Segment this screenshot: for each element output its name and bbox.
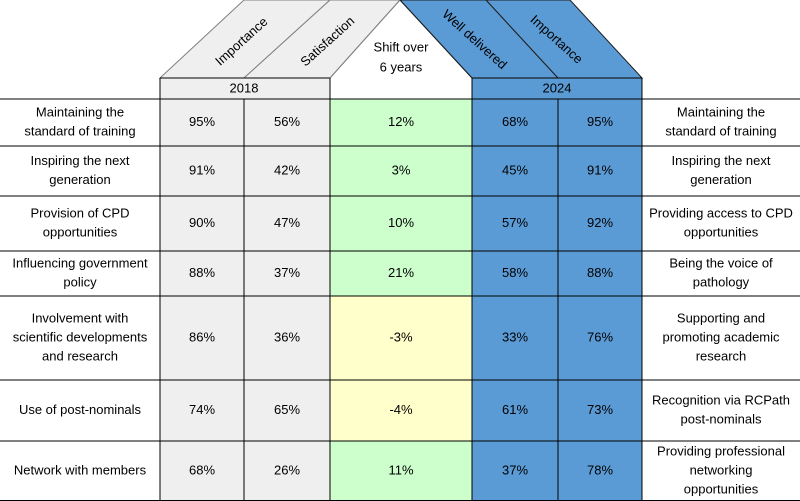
cell-satisfaction-2018: 47% bbox=[274, 215, 300, 230]
cell-well-delivered-2024: 33% bbox=[502, 329, 528, 344]
cell-satisfaction-2018: 42% bbox=[274, 162, 300, 177]
row-left-label: Influencing government bbox=[12, 255, 148, 270]
group-label-2018: 2018 bbox=[230, 80, 259, 95]
cell-well-delivered-2024: 57% bbox=[502, 215, 528, 230]
cell-importance-2024: 73% bbox=[587, 402, 613, 417]
shift-cell-bg bbox=[330, 146, 472, 196]
row-right-label: Being the voice of bbox=[669, 255, 773, 270]
roof-left-edge bbox=[329, 0, 401, 79]
cell-importance-2018: 86% bbox=[189, 329, 215, 344]
cell-importance-2024: 95% bbox=[587, 114, 613, 129]
cell-importance-2024: 92% bbox=[587, 215, 613, 230]
cell-well-delivered-2024: 45% bbox=[502, 162, 528, 177]
bg-2024-block bbox=[472, 78, 642, 501]
row-right-label: Providing professional bbox=[657, 443, 785, 458]
cell-satisfaction-2018: 36% bbox=[274, 329, 300, 344]
row-left-label: policy bbox=[63, 274, 97, 289]
row-right-label: opportunities bbox=[684, 481, 759, 496]
cell-importance-2018: 68% bbox=[189, 462, 215, 477]
cell-importance-2024: 78% bbox=[587, 462, 613, 477]
row-left-label: and research bbox=[42, 348, 118, 363]
cell-importance-2024: 88% bbox=[587, 265, 613, 280]
row-right-label: standard of training bbox=[665, 123, 776, 138]
cell-importance-2024: 76% bbox=[587, 329, 613, 344]
cell-importance-2018: 95% bbox=[189, 114, 215, 129]
row-right-label: research bbox=[696, 348, 747, 363]
cell-satisfaction-2018: 56% bbox=[274, 114, 300, 129]
row-left-label: Use of post-nominals bbox=[19, 402, 142, 417]
cell-well-delivered-2024: 37% bbox=[502, 462, 528, 477]
cell-shift: 3% bbox=[392, 162, 411, 177]
cell-well-delivered-2024: 68% bbox=[502, 114, 528, 129]
cell-satisfaction-2018: 37% bbox=[274, 265, 300, 280]
cell-shift: 12% bbox=[388, 114, 414, 129]
shift-cell-bg bbox=[330, 441, 472, 501]
row-left-label: standard of training bbox=[24, 123, 135, 138]
cell-shift: -4% bbox=[389, 402, 413, 417]
cell-importance-2018: 91% bbox=[189, 162, 215, 177]
row-right-label: Supporting and bbox=[677, 310, 765, 325]
shift-cell-bg bbox=[330, 196, 472, 251]
cell-shift: 10% bbox=[388, 215, 414, 230]
cell-well-delivered-2024: 58% bbox=[502, 265, 528, 280]
row-left-label: Involvement with bbox=[32, 310, 129, 325]
shift-cell-bg bbox=[330, 99, 472, 146]
cell-shift: 21% bbox=[388, 265, 414, 280]
row-right-label: Maintaining the bbox=[677, 104, 765, 119]
row-left-label: generation bbox=[49, 172, 110, 187]
shift-header-line: 6 years bbox=[380, 59, 423, 74]
roof-right-edge bbox=[399, 0, 473, 79]
row-left-label: Network with members bbox=[14, 462, 147, 477]
group-label-2024: 2024 bbox=[543, 80, 572, 95]
cell-importance-2018: 90% bbox=[189, 215, 215, 230]
row-right-label: generation bbox=[690, 172, 751, 187]
cell-well-delivered-2024: 61% bbox=[502, 402, 528, 417]
row-right-label: post-nominals bbox=[681, 411, 762, 426]
row-right-label: opportunities bbox=[684, 224, 759, 239]
row-left-label: scientific developments bbox=[13, 329, 148, 344]
row-left-label: opportunities bbox=[43, 224, 118, 239]
shift-cell-bg bbox=[330, 251, 472, 296]
cell-satisfaction-2018: 65% bbox=[274, 402, 300, 417]
row-right-label: Recognition via RCPath bbox=[652, 392, 790, 407]
row-right-label: Inspiring the next bbox=[671, 153, 770, 168]
cell-importance-2018: 74% bbox=[189, 402, 215, 417]
cell-shift: 11% bbox=[388, 462, 413, 477]
cell-importance-2024: 91% bbox=[587, 162, 613, 177]
row-right-label: promoting academic bbox=[662, 329, 780, 344]
shift-header-line: Shift over bbox=[374, 39, 430, 54]
row-left-label: Provision of CPD bbox=[31, 205, 130, 220]
cell-satisfaction-2018: 26% bbox=[274, 462, 300, 477]
row-right-label: pathology bbox=[693, 274, 750, 289]
shift-cell-bg bbox=[330, 380, 472, 441]
shift-cell-bg bbox=[330, 296, 472, 380]
row-right-label: Providing access to CPD bbox=[649, 205, 793, 220]
row-left-label: Maintaining the bbox=[36, 104, 124, 119]
row-left-label: Inspiring the next bbox=[30, 153, 129, 168]
cell-shift: -3% bbox=[389, 329, 413, 344]
row-right-label: networking bbox=[690, 462, 753, 477]
cell-importance-2018: 88% bbox=[189, 265, 215, 280]
bg-2018-block bbox=[160, 78, 330, 501]
